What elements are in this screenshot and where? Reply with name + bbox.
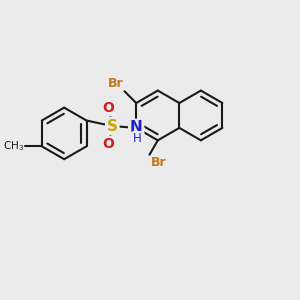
Text: Br: Br	[150, 156, 166, 169]
Text: O: O	[103, 137, 115, 152]
Text: CH$_3$: CH$_3$	[3, 140, 24, 153]
Text: H: H	[133, 131, 142, 145]
Text: S: S	[107, 118, 118, 134]
Text: Br: Br	[108, 77, 124, 90]
Text: O: O	[103, 100, 115, 115]
Text: N: N	[130, 120, 142, 135]
